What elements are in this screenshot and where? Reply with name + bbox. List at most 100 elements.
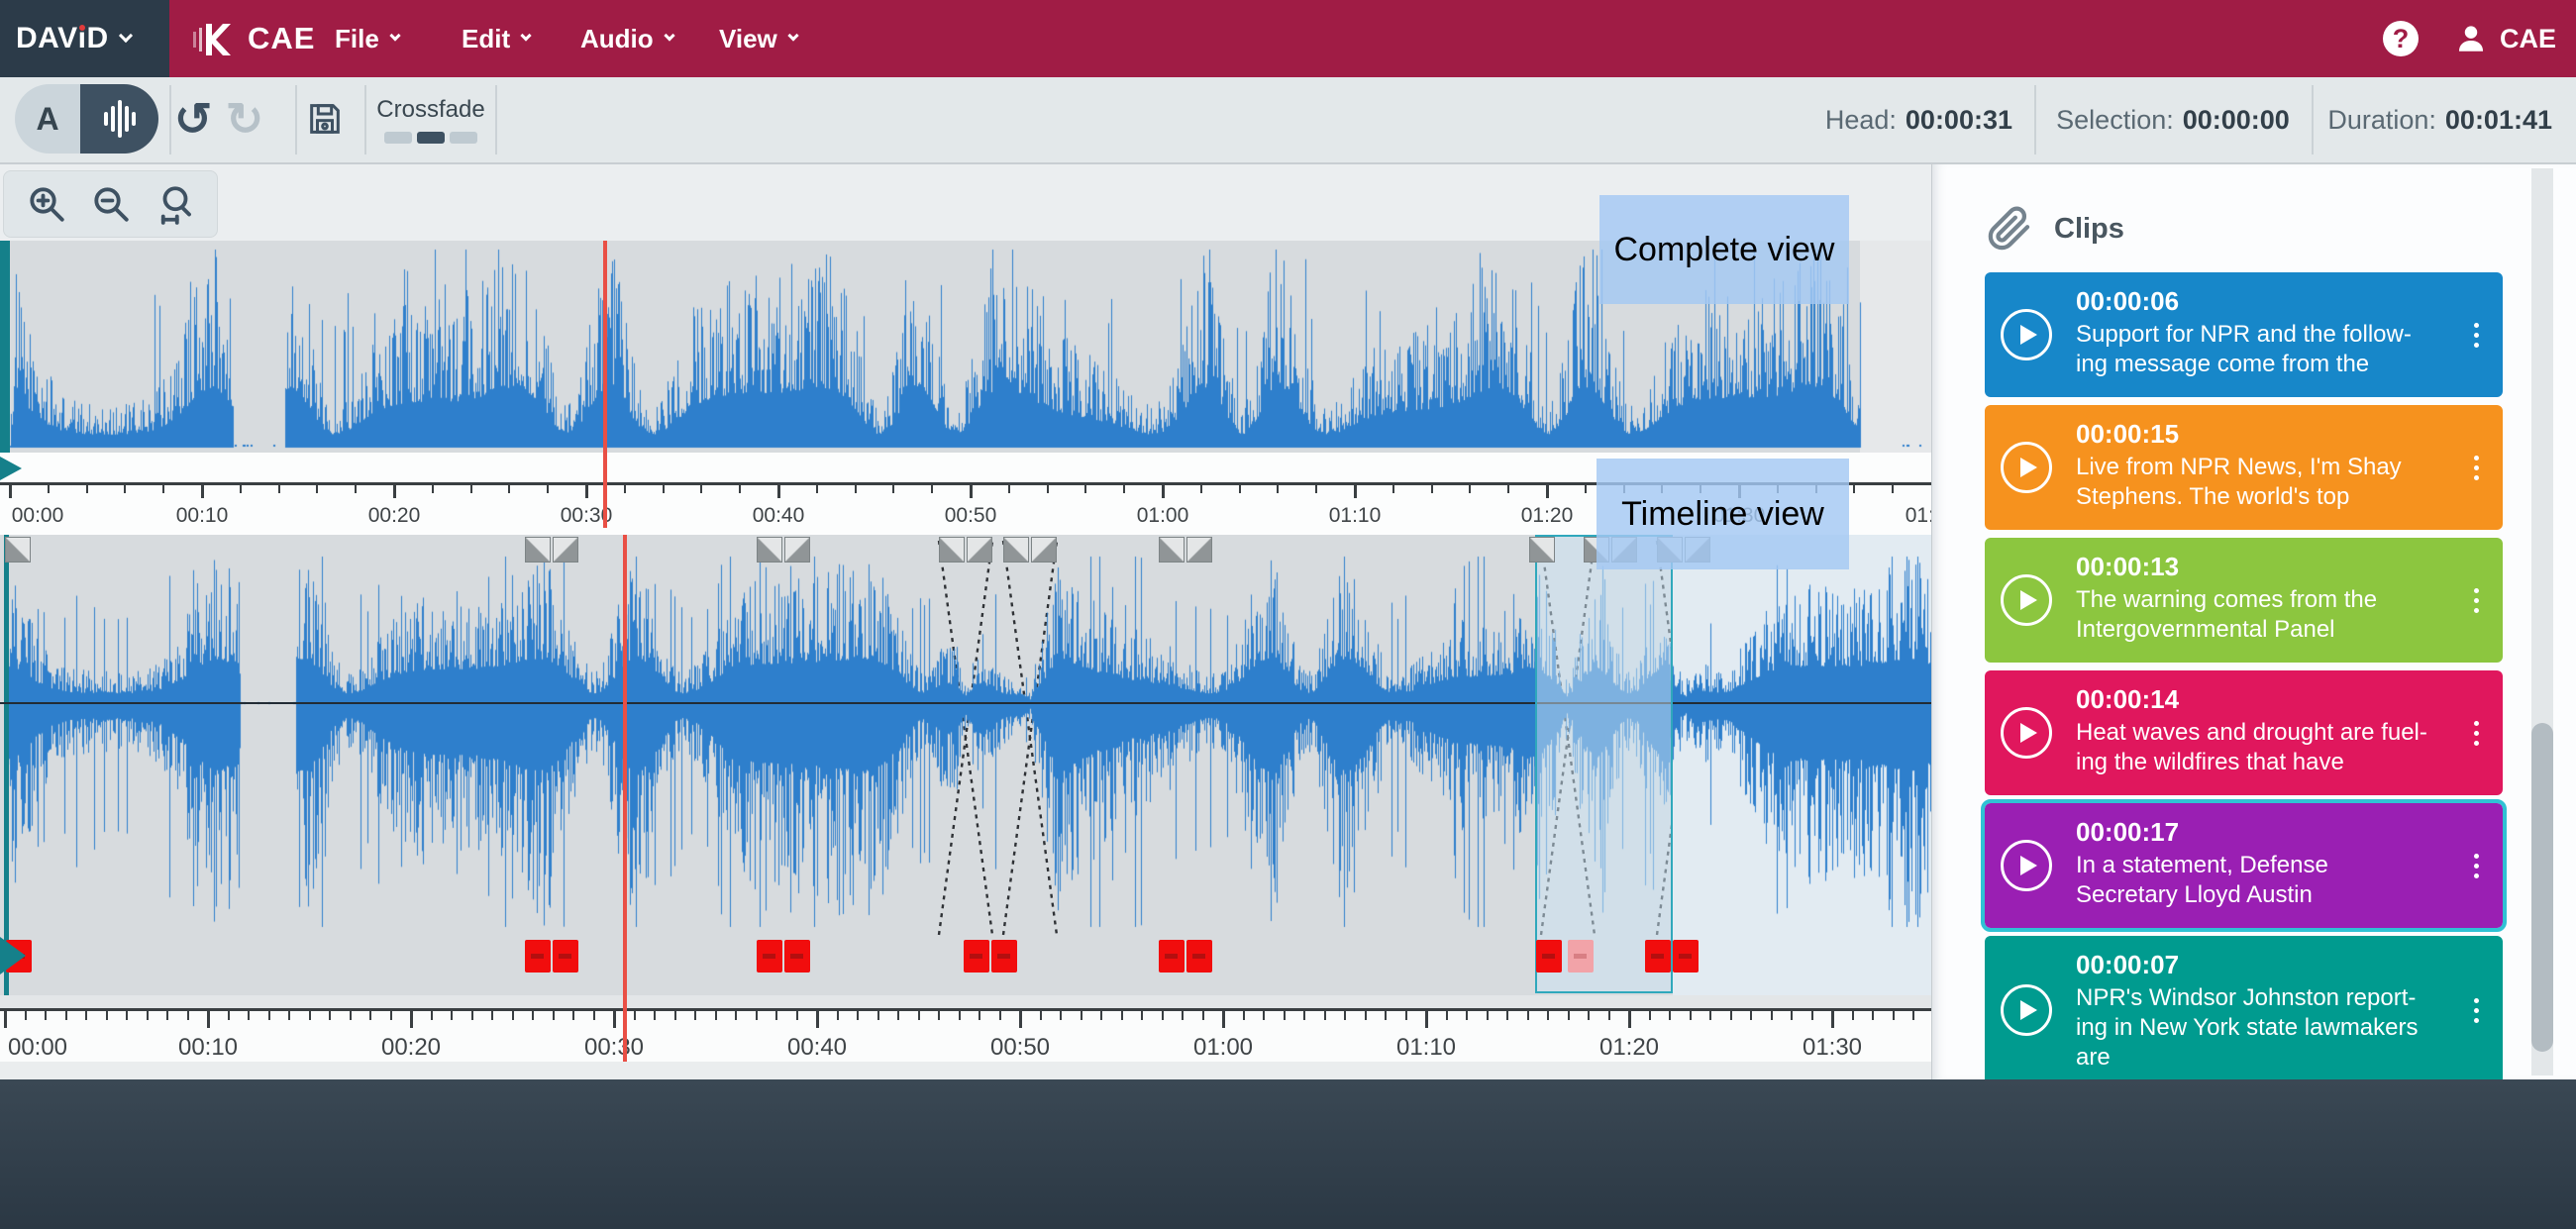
redo-button[interactable]: ↻	[215, 89, 274, 149]
menu-view[interactable]: View	[719, 0, 799, 77]
overview-start-marker[interactable]	[0, 241, 10, 453]
complete-view-tooltip: Complete view	[1599, 195, 1849, 304]
minor-tick	[1161, 1011, 1164, 1020]
clip-menu-kebab-icon[interactable]	[2463, 988, 2489, 1032]
zoom-out-button[interactable]	[87, 180, 135, 228]
minor-tick	[1123, 485, 1126, 493]
cut-point-marker[interactable]	[553, 940, 578, 973]
cut-point-marker[interactable]	[991, 940, 1017, 973]
major-tick	[776, 485, 780, 498]
cut-point-marker[interactable]	[1568, 940, 1594, 973]
minor-tick	[1648, 1011, 1651, 1020]
cut-point-marker[interactable]	[757, 940, 782, 973]
cut-point-marker[interactable]	[525, 940, 551, 973]
menu-file[interactable]: File	[335, 0, 401, 77]
clip-card[interactable]: 00:00:06 Support for NPR and the follow-i…	[1985, 272, 2503, 397]
fade-out-handle-icon[interactable]	[1159, 537, 1185, 563]
zoom-in-icon	[29, 187, 64, 222]
major-tick	[969, 485, 973, 498]
minor-tick	[633, 1011, 636, 1020]
clip-menu-kebab-icon[interactable]	[2463, 313, 2489, 357]
minor-tick	[836, 1011, 839, 1020]
minor-tick	[511, 1011, 514, 1020]
timeline-time-ruler[interactable]: 00:00 00:10 00:20 00:30 00:40 00:50 01:00 01:10…	[0, 1008, 1931, 1062]
fade-in-handle-icon[interactable]	[784, 537, 810, 563]
app-logo-menu[interactable]: DAVıD	[0, 0, 169, 77]
save-icon	[310, 104, 340, 134]
cut-point-marker[interactable]	[784, 940, 810, 973]
minor-tick	[795, 1011, 798, 1020]
chevron-down-icon	[389, 30, 401, 42]
menu-edit[interactable]: Edit	[462, 0, 532, 77]
clip-play-button[interactable]	[2001, 984, 2052, 1036]
undo-icon: ↺	[173, 93, 213, 145]
menu-audio[interactable]: Audio	[580, 0, 675, 77]
clip-play-button[interactable]	[2001, 840, 2052, 891]
menu-label: File	[335, 23, 379, 53]
timeline-waveform-view[interactable]	[0, 535, 1931, 995]
clip-menu-kebab-icon[interactable]	[2463, 578, 2489, 622]
clip-duration: 00:00:13	[2076, 552, 2180, 581]
menu-label: Edit	[462, 23, 511, 53]
clip-card[interactable]: 00:00:15 Live from NPR News, I'm Shay Step…	[1985, 405, 2503, 530]
clips-scrollbar-thumb[interactable]	[2531, 723, 2553, 1052]
fade-out-handle-icon[interactable]	[939, 537, 965, 563]
zoom-to-selection-button[interactable]	[152, 180, 199, 228]
chevron-down-icon	[663, 30, 675, 42]
minor-tick	[714, 1011, 717, 1020]
clip-menu-kebab-icon[interactable]	[2463, 446, 2489, 489]
help-icon[interactable]: ?	[2382, 21, 2419, 56]
clip-card[interactable]: 00:00:13 The warning comes from the Interg…	[1985, 538, 2503, 663]
minor-tick	[739, 485, 742, 493]
fade-in-handle-icon[interactable]	[553, 537, 578, 563]
text-mode-button[interactable]: A	[15, 84, 80, 154]
user-menu[interactable]: CAE	[2454, 22, 2556, 55]
fade-out-handle-icon[interactable]	[525, 537, 551, 563]
overview-playhead[interactable]	[603, 241, 607, 528]
fade-handle-icon[interactable]	[5, 537, 31, 563]
clip-card[interactable]: 00:00:07 NPR's Windsor Johnston report-in…	[1985, 936, 2503, 1084]
fade-out-handle-icon[interactable]	[1003, 537, 1029, 563]
timeline-selection[interactable]	[1535, 535, 1673, 993]
undo-button[interactable]: ↺	[163, 89, 223, 149]
fade-in-handle-icon[interactable]	[1031, 537, 1057, 563]
minor-tick	[775, 1011, 777, 1020]
timeline-playhead[interactable]	[623, 535, 627, 1062]
minor-tick	[126, 1011, 128, 1020]
clip-play-button[interactable]	[2001, 707, 2052, 759]
minor-tick	[162, 485, 165, 493]
minor-tick	[1263, 1011, 1265, 1020]
clip-play-button[interactable]	[2001, 442, 2052, 493]
minor-tick	[815, 485, 818, 493]
cut-point-marker[interactable]	[1645, 940, 1671, 973]
minor-tick	[1201, 1011, 1204, 1020]
minor-tick	[1364, 1011, 1367, 1020]
time-label: 00:30	[560, 504, 613, 527]
cut-point-marker[interactable]	[1159, 940, 1185, 973]
clip-card[interactable]: 00:00:17 In a statement, Defense Secretary…	[1981, 799, 2507, 932]
fade-in-handle-icon[interactable]	[1186, 537, 1212, 563]
minor-tick	[1770, 1011, 1773, 1020]
fade-in-handle-icon[interactable]	[967, 537, 992, 563]
waveform-mode-button[interactable]	[80, 84, 158, 154]
minor-tick	[931, 485, 934, 493]
clip-card[interactable]: 00:00:14 Heat waves and drought are fuel-…	[1985, 670, 2503, 795]
clip-menu-kebab-icon[interactable]	[2463, 844, 2489, 887]
clip-play-button[interactable]	[2001, 309, 2052, 360]
cut-point-marker[interactable]	[1673, 940, 1699, 973]
time-label: 00:10	[175, 504, 229, 527]
cut-point-marker[interactable]	[964, 940, 989, 973]
clip-play-button[interactable]	[2001, 574, 2052, 626]
zoom-in-button[interactable]	[23, 180, 70, 228]
cut-point-marker[interactable]	[1536, 940, 1562, 973]
play-start-marker-icon[interactable]	[0, 457, 22, 480]
save-button[interactable]	[295, 89, 355, 149]
fade-handle-icon[interactable]	[1529, 537, 1555, 563]
fade-out-handle-icon[interactable]	[757, 537, 782, 563]
clip-transcript: Support for NPR and the follow-ing messa…	[2076, 321, 2412, 377]
cut-point-marker[interactable]	[1186, 940, 1212, 973]
timeline-play-start-icon[interactable]	[0, 937, 26, 974]
crossfade-control[interactable]: Crossfade	[376, 85, 485, 154]
clip-menu-kebab-icon[interactable]	[2463, 711, 2489, 755]
minor-tick	[1689, 1011, 1692, 1020]
